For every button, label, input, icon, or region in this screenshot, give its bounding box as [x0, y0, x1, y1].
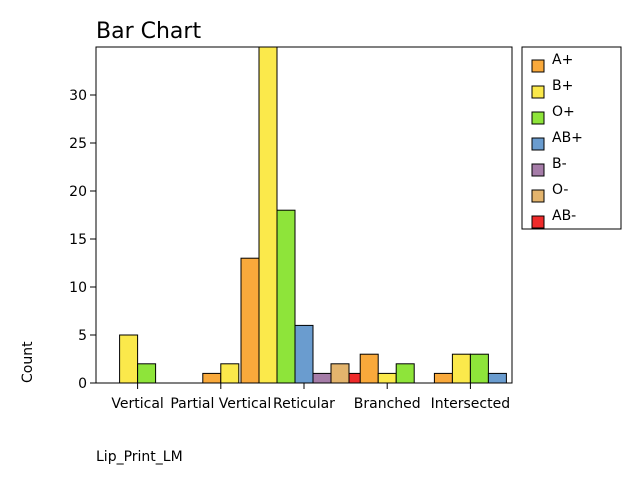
legend-label: A+ — [552, 52, 573, 68]
legend-swatch — [531, 215, 545, 229]
y-tick-label: 0 — [78, 376, 87, 392]
bar-A+-reticular — [240, 257, 260, 384]
bar-A+-partial-vertical — [202, 372, 222, 384]
legend-label: O+ — [552, 104, 575, 120]
bars — [119, 46, 507, 384]
x-axis-label: Lip_Print_LM — [96, 449, 183, 465]
y-tick-label: 30 — [69, 88, 87, 104]
y-tick-label: 10 — [69, 280, 87, 296]
x-tick-label: Intersected — [431, 396, 510, 412]
y-axis-label: Count — [20, 341, 36, 383]
bar-B+-vertical — [119, 334, 139, 384]
legend-swatch — [531, 189, 545, 203]
legend-swatch — [531, 163, 545, 177]
bar-O+-vertical — [137, 363, 157, 384]
bar-O+-intersected — [469, 353, 489, 384]
legend-swatch — [531, 59, 545, 73]
legend-label: B+ — [552, 78, 573, 94]
bar-O+-branched — [395, 363, 415, 384]
bar-B+-intersected — [451, 353, 471, 384]
bar-B--reticular — [312, 372, 332, 384]
bar-O+-reticular — [276, 209, 296, 384]
x-tick-label: Branched — [354, 396, 421, 412]
bar-AB+-intersected — [487, 372, 507, 384]
chart-title: Bar Chart — [96, 19, 201, 44]
legend-swatch — [531, 85, 545, 99]
x-tick-label: Vertical — [111, 396, 163, 412]
bar-A+-branched — [359, 353, 379, 384]
y-tick-label: 25 — [69, 136, 87, 152]
y-tick-label: 5 — [78, 328, 87, 344]
legend-label: AB+ — [552, 130, 583, 146]
legend-swatch — [531, 111, 545, 125]
bar-O--reticular — [330, 363, 350, 384]
x-axis: Vertical Partial Vertical Reticular Branche… — [111, 383, 510, 412]
bar-A+-intersected — [433, 372, 453, 384]
y-tick-label: 15 — [69, 232, 87, 248]
legend: A+ B+ O+ AB+ B- O- AB- — [521, 46, 622, 230]
bar-AB+-reticular — [294, 324, 314, 384]
legend-label: O- — [552, 182, 568, 198]
legend-label: B- — [552, 156, 567, 172]
bar-B+-reticular — [258, 46, 278, 384]
bar-B+-branched — [377, 372, 397, 384]
y-axis: 0 5 10 15 20 25 30 — [69, 88, 96, 392]
legend-swatch — [531, 137, 545, 151]
x-tick-label: Reticular — [273, 396, 335, 412]
legend-label: AB- — [552, 208, 576, 224]
y-tick-label: 20 — [69, 184, 87, 200]
bar-B+-partial-vertical — [220, 363, 240, 384]
x-tick-label: Partial Vertical — [170, 396, 271, 412]
